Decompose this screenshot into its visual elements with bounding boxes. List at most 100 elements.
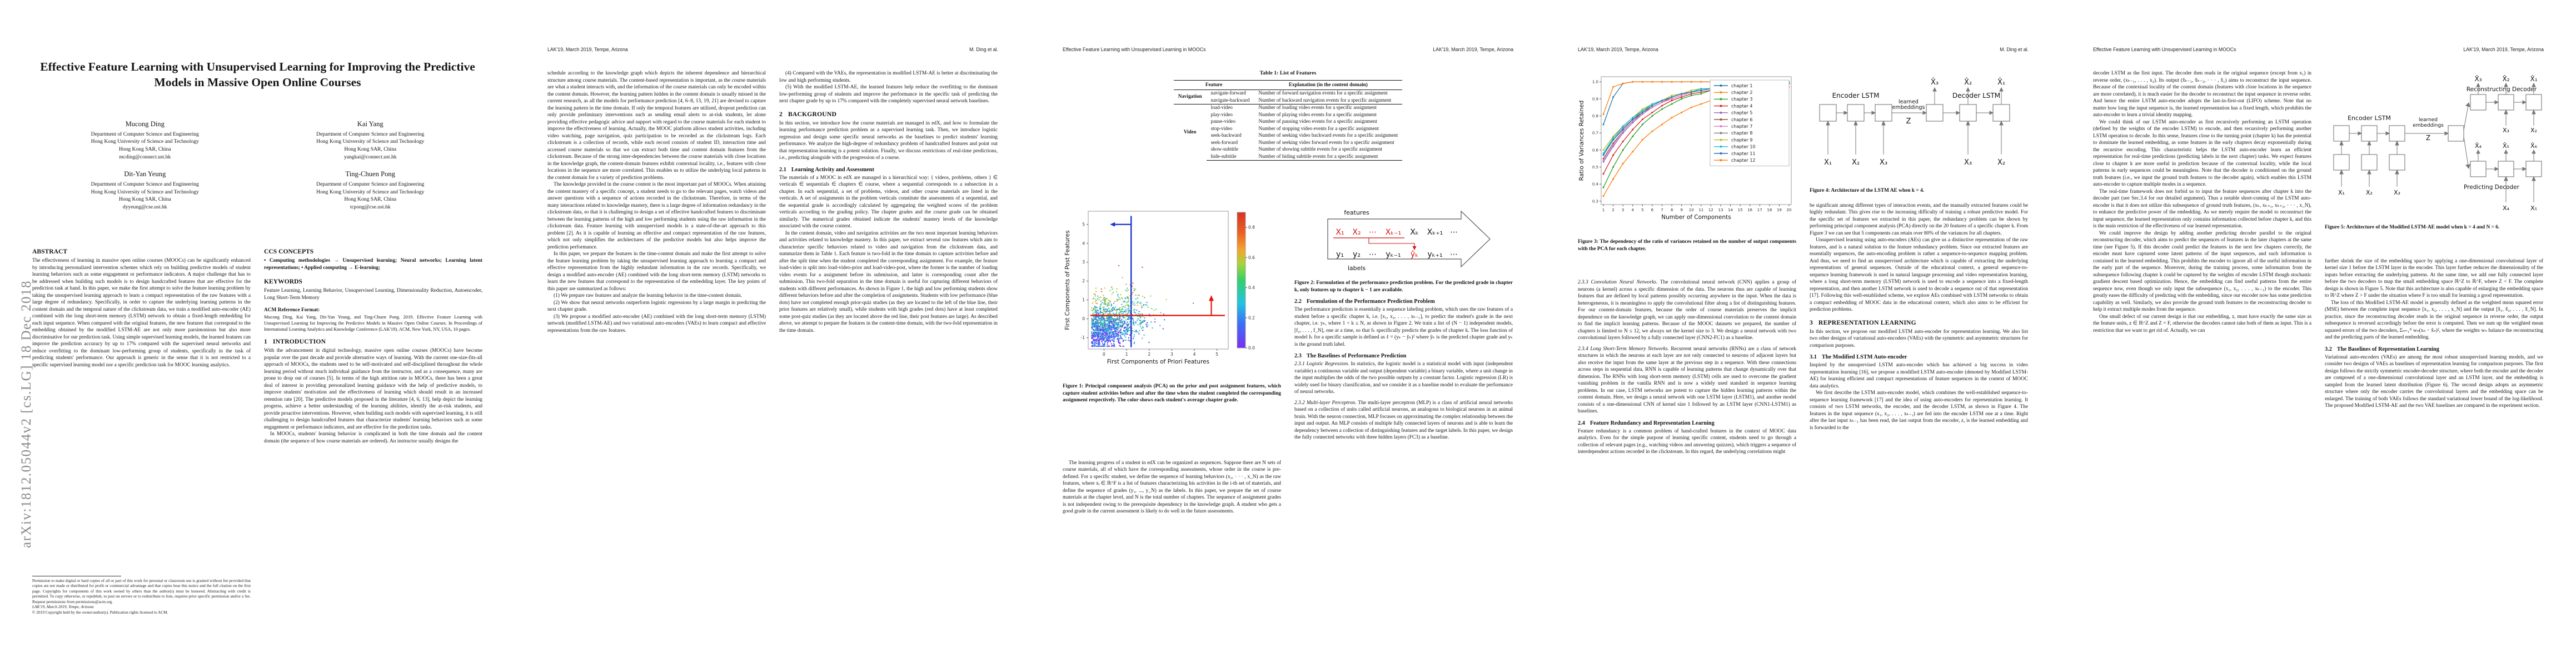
running-header: Effective Feature Learning with Unsuperv… <box>1063 47 1513 52</box>
header-conference: LAK'19, March 2019, Tempe, Arizona <box>547 47 628 52</box>
list-item: (1) We prepare raw features and analyze … <box>554 293 743 298</box>
paragraph: schedule according to the knowledge grap… <box>547 71 766 181</box>
section-title: REPRESENTATION LEARNING <box>1818 318 1916 326</box>
flow-arrows <box>2339 82 2536 202</box>
page-2: LAK'19, March 2019, Tempe, Arizona M. Di… <box>515 0 1030 667</box>
svg-text:-1: -1 <box>1081 335 1085 340</box>
subsubsection-heading: 2.3.2 Multi-layer Perceptron. <box>1294 400 1357 406</box>
svg-text:3: 3 <box>1082 260 1085 265</box>
acm-ref-text: Mucong Ding, Kai Yang, Dit-Yan Yeung, an… <box>264 314 482 332</box>
section-number: 3 <box>1810 318 1813 326</box>
svg-text:chapter 9: chapter 9 <box>1731 137 1752 142</box>
output-label: X̂₁ <box>1997 78 2005 87</box>
page-4: LAK'19, March 2019, Tempe, Arizona M. Di… <box>1546 0 2061 667</box>
ccs-rest: • Applied computing → E-learning; <box>300 265 380 271</box>
prediction-formulation-diagram: features X₁ X₂ ⋯ Xₖ₋₁ Xₖ Xₖ₊₁ ⋯ <box>1327 209 1491 272</box>
svg-text:2: 2 <box>1148 352 1150 357</box>
page4-left-column: 1 2 3 4 5 6 7 8 9 10 11 12 13 14 15 16 17 18 19 20 0.3 0.4 0.5… <box>1578 70 1796 456</box>
svg-text:chapter 10: chapter 10 <box>1731 145 1756 150</box>
input-label: X₁ <box>1824 158 1832 167</box>
output-label: X̂₂ <box>2502 75 2509 83</box>
table-row: play-video Number of playing video events… <box>1174 111 1403 118</box>
copyright-conference: LAK'19, March 2019, Tempe, Arizona <box>32 604 94 610</box>
section-title: The Baselines of Representation Learning <box>2336 346 2439 352</box>
spacer <box>2325 236 2543 258</box>
author-univ: Hong Kong University of Science and Tech… <box>91 188 199 195</box>
copyright-line: © 2019 Copyright held by the owner/autho… <box>32 609 168 615</box>
embeddings-label: embeddings <box>1892 104 1925 111</box>
feature-explanation: Number of loading video events for a spe… <box>1254 103 1403 111</box>
copyright-block: Permission to make digital or hard copie… <box>32 575 251 615</box>
token: ⋯ <box>1369 250 1377 259</box>
red-connector <box>1368 238 1415 248</box>
svg-text:1: 1 <box>1125 352 1128 357</box>
token: ⋯ <box>1450 228 1458 237</box>
token: yₖ₋₁ <box>1386 250 1401 259</box>
author-univ: Hong Kong University of Science and Tech… <box>316 188 425 195</box>
page3-left-column: 0 1 2 3 4 5 -1 0 1 2 3 4 5 First Components of Priori… <box>1063 205 1281 515</box>
paragraph: In this section, we introduce how the co… <box>779 120 998 161</box>
feature-name: navigate-forward <box>1210 90 1246 96</box>
running-header: Effective Feature Learning with Unsuperv… <box>2093 47 2544 52</box>
author-3: Dit-Yan Yeung Department of Computer Sci… <box>32 170 258 211</box>
keywords-text: Feature Learning, Learning Behavior, Uns… <box>264 288 482 301</box>
svg-text:13: 13 <box>1718 208 1723 212</box>
output-label: X̂₃ <box>2474 75 2482 83</box>
feature-group: Navigation <box>1178 93 1202 99</box>
header-authors: M. Ding et al. <box>2000 47 2029 52</box>
header-authors: M. Ding et al. <box>969 47 998 52</box>
label-row: y₁ y₂ ⋯ yₖ₋₁ ŷₖ yₖ₊₁ ⋯ <box>1336 250 1458 259</box>
svg-text:14: 14 <box>1728 208 1733 212</box>
svg-text:10: 10 <box>1689 208 1694 212</box>
ccs-bold: • Computing methodologies → Unsupervised… <box>264 258 482 271</box>
output-label: X̂₅ <box>2503 142 2509 150</box>
paragraph: be significant among different types of … <box>1810 202 2028 236</box>
author-name: Kai Yang <box>357 120 383 128</box>
pca-scatter-chart: 0 1 2 3 4 5 -1 0 1 2 3 4 5 First Components of Priori… <box>1064 211 1255 365</box>
page2-left-column: schedule according to the knowledge grap… <box>547 70 766 334</box>
subsubsection-text: In statistics, the logistic model is a s… <box>1294 361 1513 395</box>
svg-text:chapter 8: chapter 8 <box>1731 131 1752 136</box>
table-row: seek-forward Number of seeking video forw… <box>1174 139 1403 146</box>
feature-name: show-subtitle <box>1210 146 1239 152</box>
svg-text:8: 8 <box>1671 208 1673 212</box>
section-title: The Baselines of Performance Prediction <box>1306 353 1407 359</box>
svg-text:5: 5 <box>1641 208 1643 212</box>
page4-right-column: X̂₃ X̂₂ X̂₁ Encoder LSTM Decoder LSTM <box>1810 70 2028 456</box>
output-label: X̂₂ <box>1964 78 1972 87</box>
feature-explanation: Number of pausing video events for a spe… <box>1258 118 1377 124</box>
figure-3: 1 2 3 4 5 6 7 8 9 10 11 12 13 14 15 16 17 18 19 20 0.3 0.4 0.5… <box>1578 72 1796 252</box>
page-1: arXiv:1812.05044v2 [cs.LG] 18 Dec 2018 E… <box>0 0 515 667</box>
section-title: The Modified LSTM Auto-encoder <box>1821 354 1907 360</box>
svg-text:18: 18 <box>1767 208 1772 212</box>
section-3-heading: 3 REPRESENTATION LEARNING <box>1810 319 2028 326</box>
paragraph: 2.3.2 Multi-layer Perceptron. The multi-… <box>1294 400 1513 441</box>
svg-text:0: 0 <box>1082 316 1085 321</box>
encoder-label: Encoder LSTM <box>2348 115 2391 122</box>
page1-left-column: ABSTRACT The effectiveness of learning i… <box>32 248 251 615</box>
figure-3-caption: Figure 3: The dependency of the ratio of… <box>1578 239 1796 252</box>
input-label: X₃ <box>2503 127 2509 134</box>
svg-text:0.4: 0.4 <box>1592 182 1599 187</box>
figure-2: features X₁ X₂ ⋯ Xₖ₋₁ Xₖ Xₖ₊₁ ⋯ <box>1294 207 1513 293</box>
feature-explanation: Number of hiding subtitle events for a s… <box>1254 153 1403 161</box>
token: X₂ <box>1352 228 1361 237</box>
author-city: Hong Kong SAR, China <box>118 146 171 153</box>
reconstructing-decoder-label: Reconstructing Decoder <box>2467 86 2537 93</box>
output-label: X̂₆ <box>2530 142 2538 150</box>
token: y₁ <box>1336 250 1344 259</box>
svg-text:4: 4 <box>1193 352 1196 357</box>
svg-text:0.0: 0.0 <box>1248 346 1255 351</box>
author-name: Mucong Ding <box>125 120 165 128</box>
feature-name: navigate-backward <box>1210 97 1250 103</box>
encoder-label: Encoder LSTM <box>1832 92 1880 99</box>
ccs-text: • Computing methodologies → Unsupervised… <box>264 257 482 271</box>
svg-text:19: 19 <box>1777 208 1782 212</box>
token: X₁ <box>1336 228 1344 237</box>
running-header: LAK'19, March 2019, Tempe, Arizona M. Di… <box>1578 47 2029 52</box>
author-2: Kai Yang Department of Computer Science … <box>258 120 484 161</box>
figure-5-caption: Figure 5: Architecture of the Modified L… <box>2325 225 2500 230</box>
svg-text:4: 4 <box>1082 241 1085 246</box>
feature-row: X₁ X₂ ⋯ Xₖ₋₁ Xₖ Xₖ₊₁ ⋯ <box>1336 228 1458 237</box>
output-label: X̂₁ <box>2530 75 2537 83</box>
